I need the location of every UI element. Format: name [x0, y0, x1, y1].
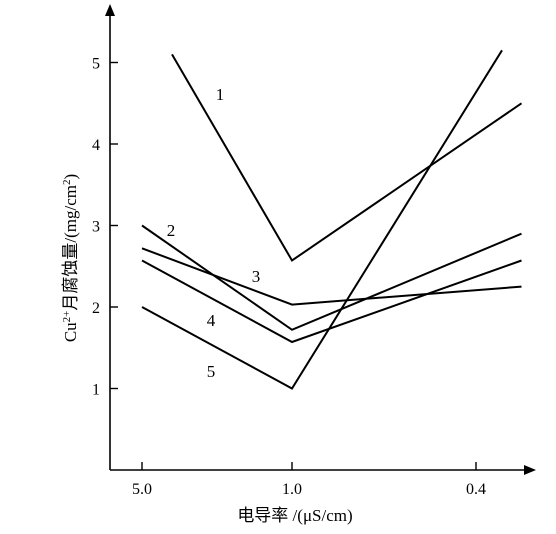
y-label-prefix: Cu — [61, 322, 80, 342]
series-line-5 — [141, 49, 503, 390]
series-label-4: 4 — [207, 311, 216, 330]
y-label-sup1: 2+ — [61, 311, 73, 323]
y-axis-arrow — [105, 4, 115, 16]
series-label-1: 1 — [216, 85, 225, 104]
y-tick-label: 5 — [92, 56, 100, 73]
series-lines — [141, 49, 523, 390]
y-label-middle: 月腐蚀量/(mg/cm — [61, 185, 80, 311]
axes — [105, 4, 536, 475]
y-label-suffix: ) — [61, 174, 80, 180]
series-line-3 — [141, 247, 522, 306]
series-line-2 — [141, 224, 522, 331]
y-tick-label: 1 — [92, 382, 100, 399]
x-axis-arrow — [524, 465, 536, 475]
x-axis-label: 电导率 /(μS/cm) — [237, 506, 352, 525]
x-tick-label: 1.0 — [282, 481, 302, 498]
series-labels: 1 2 3 4 5 — [167, 85, 261, 381]
series-label-5: 5 — [207, 362, 216, 381]
series-line-1 — [171, 53, 523, 262]
ticks: 1 2 3 4 5 5.0 1.0 0.4 — [92, 56, 486, 499]
series-label-2: 2 — [167, 221, 176, 240]
y-axis-label: Cu2+月腐蚀量/(mg/cm2) — [61, 174, 80, 342]
series-line-4 — [141, 259, 522, 344]
x-tick-label: 0.4 — [466, 481, 486, 498]
y-tick-label: 2 — [92, 300, 100, 317]
y-label-sup2: 2 — [61, 180, 73, 186]
y-tick-label: 3 — [92, 219, 100, 236]
x-tick-label: 5.0 — [132, 481, 152, 498]
series-label-3: 3 — [252, 267, 261, 286]
y-tick-label: 4 — [92, 137, 100, 154]
